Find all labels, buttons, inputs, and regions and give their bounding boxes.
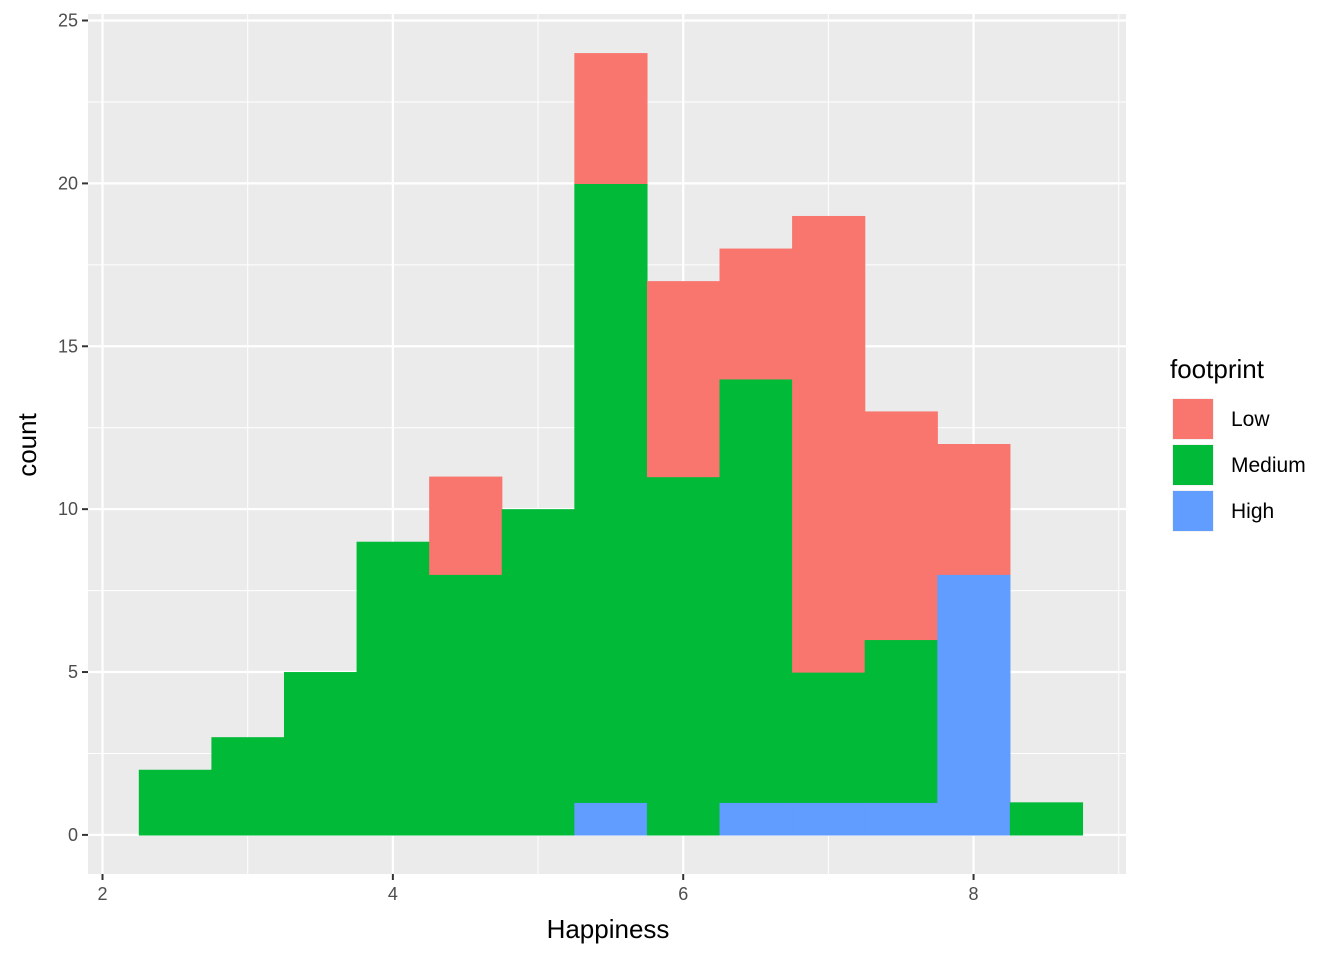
bar-medium	[356, 541, 430, 836]
y-tick-label: 20	[58, 173, 78, 193]
bar-medium	[429, 574, 503, 836]
bar-high	[792, 802, 866, 836]
bars-layer	[138, 53, 1084, 836]
legend-label-high: High	[1231, 500, 1274, 523]
bar-low	[864, 411, 938, 641]
bar-medium	[574, 183, 648, 803]
axes-layer: 0 5 10 15 20 25 2 4 6 8	[58, 11, 979, 904]
y-axis-title: count	[12, 412, 42, 476]
x-tick-label: 4	[388, 884, 398, 904]
legend-label-medium: Medium	[1231, 454, 1306, 477]
x-tick-label: 2	[98, 884, 108, 904]
bar-low	[792, 215, 866, 673]
y-tick-label: 10	[58, 499, 78, 519]
bar-medium	[138, 769, 212, 836]
y-tick-label: 0	[68, 825, 78, 845]
bar-medium	[283, 672, 358, 836]
bar-low	[646, 281, 721, 478]
x-tick-label: 6	[678, 884, 688, 904]
bar-medium	[646, 476, 721, 836]
bar-high	[864, 802, 938, 836]
legend-swatch-medium	[1173, 445, 1213, 485]
bar-low	[574, 53, 648, 184]
bar-medium	[864, 639, 938, 803]
bar-medium	[792, 672, 866, 803]
bar-high	[574, 802, 648, 836]
x-axis-title: Happiness	[547, 914, 670, 944]
bar-high	[719, 802, 793, 836]
legend-items: Low Medium High	[1172, 398, 1306, 532]
bar-medium	[501, 509, 575, 836]
bar-high	[937, 574, 1011, 836]
bar-medium	[211, 737, 285, 836]
legend-swatch-low	[1173, 399, 1213, 439]
y-tick-label: 5	[68, 662, 78, 682]
legend-swatch-high	[1173, 491, 1213, 531]
y-tick-label: 15	[58, 336, 78, 356]
bar-low	[719, 248, 793, 380]
legend-title: footprint	[1170, 354, 1265, 384]
bar-low	[429, 476, 503, 575]
x-tick-label: 8	[969, 884, 979, 904]
bar-medium	[719, 378, 793, 803]
bar-low	[937, 444, 1011, 575]
legend: footprint Low Medium High	[1170, 354, 1306, 532]
y-tick-label: 25	[58, 11, 78, 31]
legend-label-low: Low	[1231, 408, 1270, 431]
bar-medium	[1009, 802, 1084, 836]
